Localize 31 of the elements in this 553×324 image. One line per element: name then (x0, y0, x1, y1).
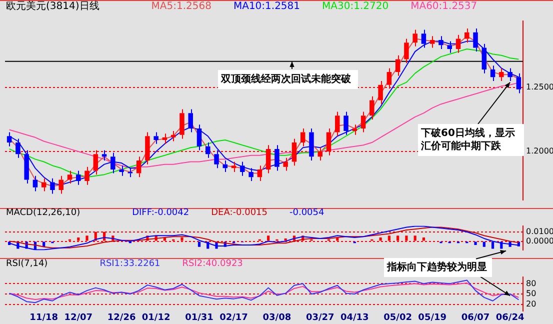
series-label: -0.0054 (290, 208, 324, 218)
annotation: 双顶颈线经两次回试未能突破 (218, 70, 358, 89)
y-tick-label: 20 (526, 299, 536, 308)
text: RSI1:33.2261 (100, 258, 160, 268)
text: MA10:1.2581 (233, 1, 300, 12)
text: RSI2:40.0923 (182, 258, 243, 268)
chart-title: RSI(7,14) (6, 258, 48, 268)
x-tick-label: 11/18 (30, 312, 58, 323)
x-tick-label: 05/02 (384, 312, 412, 323)
series-label: DIFF:-0.0042 (132, 208, 190, 218)
x-tick-label: 12/07 (64, 312, 93, 323)
x-tick-label: 06/07 (461, 312, 490, 323)
x-tick-label: 01/31 (185, 312, 214, 323)
x-tick-label: 02/17 (220, 312, 248, 323)
annotation: 下破60日均线，显示汇价可能中期下跌 (418, 124, 524, 156)
text: MA30:1.2720 (322, 1, 389, 12)
x-tick-label: 03/27 (306, 312, 334, 323)
x-tick-label: 03/08 (262, 312, 292, 323)
x-tick-label: 04/13 (340, 312, 369, 323)
text: DEA:-0.0015 (211, 208, 268, 218)
x-tick-label: 12/26 (107, 312, 136, 323)
y-tick-label: 50 (526, 289, 536, 298)
chart-title: MACD(12,26,10) (6, 208, 80, 218)
x-tick-label: 06/24 (496, 312, 524, 323)
x-tick-label: 05/19 (418, 312, 447, 323)
text: MA60:1.2537 (410, 1, 478, 12)
annotation: 指标向下趋势较为明显 (384, 258, 492, 277)
y-tick-label: 80 (526, 278, 536, 288)
x-tick-label: 01/12 (142, 312, 170, 323)
chart-title: 欧元美元(3814)日线 (6, 1, 100, 12)
text: MA5:1.2568 (151, 1, 212, 12)
